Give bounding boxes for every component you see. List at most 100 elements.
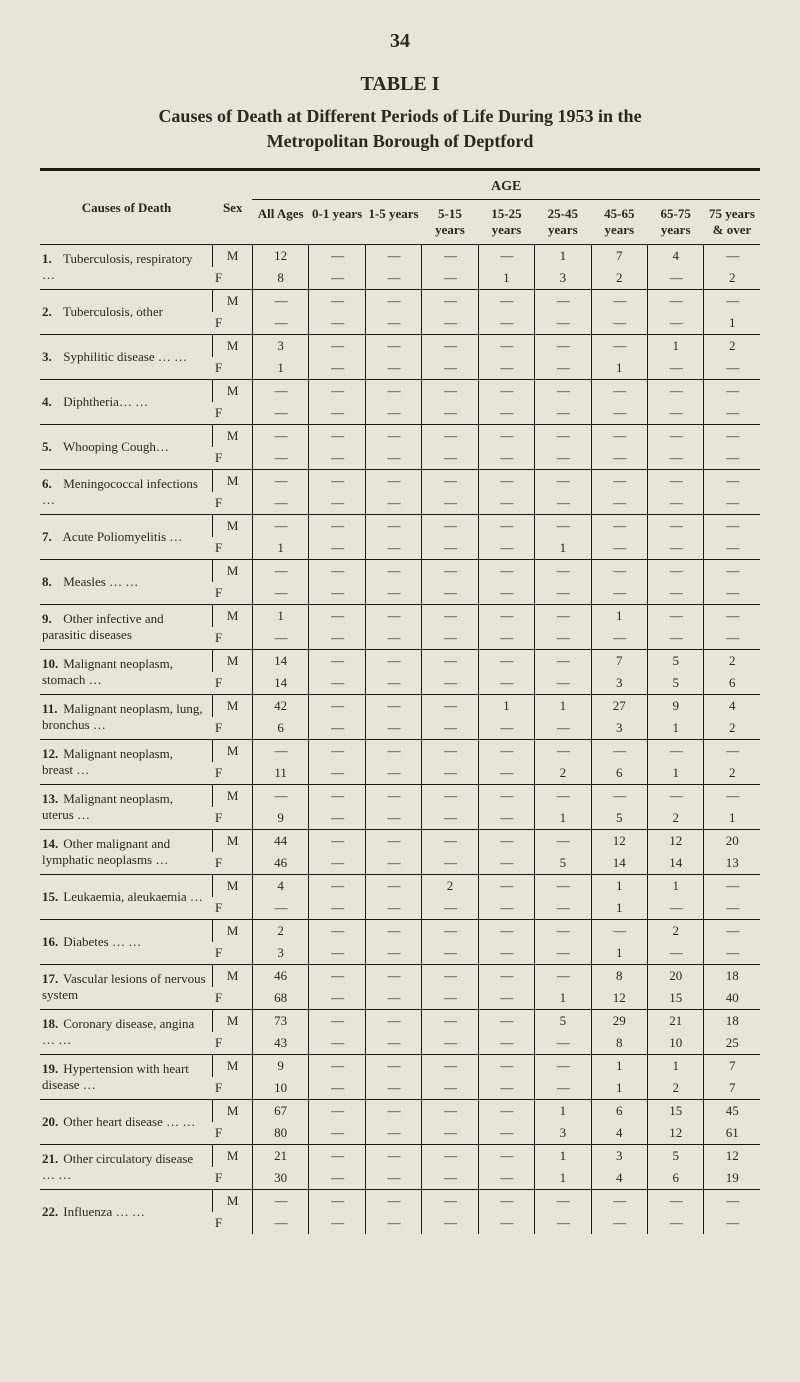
- table-row: 3. Syphilitic disease … …M3——————12: [40, 335, 760, 358]
- value-cell: 1: [535, 245, 591, 268]
- value-cell: —: [478, 380, 534, 403]
- value-cell: —: [309, 537, 365, 560]
- value-cell: —: [591, 920, 647, 943]
- value-cell: —: [591, 785, 647, 808]
- table-row: 5. Whooping Cough…M—————————: [40, 425, 760, 448]
- value-cell: —: [422, 672, 478, 695]
- col-5-15: 5-15 years: [422, 200, 478, 245]
- value-cell: —: [309, 1010, 365, 1033]
- col-0-1: 0-1 years: [309, 200, 365, 245]
- value-cell: —: [535, 582, 591, 605]
- value-cell: 1: [535, 537, 591, 560]
- cause-cell: 15. Leukaemia, aleukaemia …: [40, 875, 213, 920]
- value-cell: —: [422, 470, 478, 493]
- value-cell: —: [478, 1145, 534, 1168]
- value-cell: —: [535, 290, 591, 313]
- value-cell: —: [704, 897, 760, 920]
- value-cell: —: [648, 267, 704, 290]
- cause-cell: 19. Hypertension with heart disease …: [40, 1055, 213, 1100]
- sex-cell: F: [213, 672, 253, 695]
- value-cell: 14: [648, 852, 704, 875]
- table-title: Causes of Death at Different Periods of …: [40, 104, 760, 154]
- value-cell: —: [704, 560, 760, 583]
- value-cell: —: [252, 447, 308, 470]
- sex-cell: M: [213, 515, 253, 538]
- value-cell: —: [478, 807, 534, 830]
- table-row: 16. Diabetes … …M2——————2—: [40, 920, 760, 943]
- cause-cell: 16. Diabetes … …: [40, 920, 213, 965]
- sex-cell: M: [213, 740, 253, 763]
- value-cell: —: [309, 830, 365, 853]
- value-cell: —: [478, 492, 534, 515]
- sex-cell: F: [213, 1212, 253, 1234]
- value-cell: —: [422, 582, 478, 605]
- table-row: 13. Malignant neoplasm, uterus …M———————…: [40, 785, 760, 808]
- value-cell: —: [478, 470, 534, 493]
- value-cell: 1: [591, 1077, 647, 1100]
- value-cell: —: [422, 447, 478, 470]
- value-cell: —: [535, 425, 591, 448]
- value-cell: —: [422, 335, 478, 358]
- value-cell: 10: [648, 1032, 704, 1055]
- value-cell: —: [478, 1010, 534, 1033]
- cause-cell: 5. Whooping Cough…: [40, 425, 213, 470]
- value-cell: 1: [535, 1100, 591, 1123]
- value-cell: 7: [591, 650, 647, 673]
- value-cell: 1: [535, 987, 591, 1010]
- table-row: 8. Measles … …M—————————: [40, 560, 760, 583]
- value-cell: —: [535, 1212, 591, 1234]
- value-cell: —: [252, 785, 308, 808]
- value-cell: 29: [591, 1010, 647, 1033]
- value-cell: 14: [252, 650, 308, 673]
- title-line-1: Causes of Death at Different Periods of …: [158, 106, 641, 126]
- value-cell: —: [309, 582, 365, 605]
- value-cell: —: [309, 762, 365, 785]
- sex-cell: M: [213, 650, 253, 673]
- value-cell: —: [704, 357, 760, 380]
- value-cell: —: [648, 290, 704, 313]
- value-cell: —: [535, 1077, 591, 1100]
- value-cell: 5: [648, 1145, 704, 1168]
- value-cell: 1: [591, 897, 647, 920]
- value-cell: —: [365, 1145, 421, 1168]
- sex-cell: F: [213, 1077, 253, 1100]
- value-cell: 8: [591, 1032, 647, 1055]
- value-cell: 3: [535, 1122, 591, 1145]
- value-cell: —: [478, 582, 534, 605]
- value-cell: —: [422, 807, 478, 830]
- value-cell: 14: [591, 852, 647, 875]
- value-cell: 2: [648, 807, 704, 830]
- value-cell: —: [591, 1212, 647, 1234]
- value-cell: 18: [704, 965, 760, 988]
- value-cell: 1: [478, 267, 534, 290]
- value-cell: —: [422, 380, 478, 403]
- value-cell: 1: [648, 335, 704, 358]
- col-age-group: AGE: [252, 170, 760, 200]
- value-cell: 12: [591, 830, 647, 853]
- sex-cell: M: [213, 245, 253, 268]
- value-cell: —: [535, 560, 591, 583]
- value-cell: 2: [704, 650, 760, 673]
- value-cell: —: [535, 650, 591, 673]
- value-cell: —: [309, 470, 365, 493]
- value-cell: —: [309, 807, 365, 830]
- value-cell: 9: [252, 1055, 308, 1078]
- sex-cell: M: [213, 380, 253, 403]
- value-cell: 1: [648, 762, 704, 785]
- value-cell: —: [309, 627, 365, 650]
- table-row: 1. Tuberculosis, respiratory …M12————174…: [40, 245, 760, 268]
- value-cell: 6: [704, 672, 760, 695]
- table-row: 4. Diphtheria… …M—————————: [40, 380, 760, 403]
- value-cell: 3: [535, 267, 591, 290]
- value-cell: 1: [535, 695, 591, 718]
- value-cell: 21: [648, 1010, 704, 1033]
- value-cell: —: [365, 1010, 421, 1033]
- value-cell: —: [422, 537, 478, 560]
- value-cell: 7: [704, 1055, 760, 1078]
- sex-cell: M: [213, 335, 253, 358]
- value-cell: 25: [704, 1032, 760, 1055]
- value-cell: 1: [591, 1055, 647, 1078]
- value-cell: —: [365, 1077, 421, 1100]
- value-cell: —: [535, 470, 591, 493]
- value-cell: —: [704, 920, 760, 943]
